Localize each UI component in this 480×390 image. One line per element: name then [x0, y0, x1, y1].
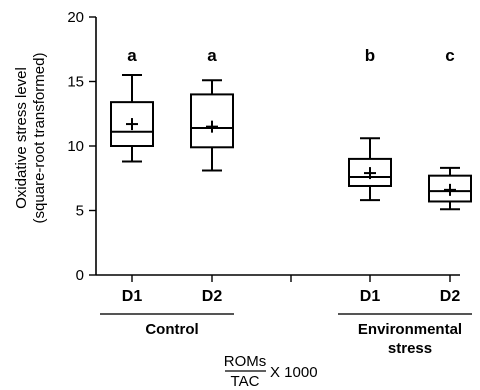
significance-letter: a	[127, 46, 137, 65]
y-tick-label: 10	[67, 138, 84, 155]
y-tick-label: 15	[67, 74, 84, 91]
box-d1-2	[348, 137, 392, 202]
significance-letter: b	[365, 46, 375, 65]
box-d2-3	[428, 166, 472, 211]
x-axis: D1 D2 D1 D2	[96, 274, 461, 305]
group-label: stress	[388, 340, 432, 357]
y-axis-label-line2: (square-root transformed)	[31, 53, 48, 224]
formula-multiplier: X 1000	[270, 364, 318, 381]
x-tick-label: D1	[360, 288, 381, 305]
formula-numerator: ROMs	[224, 353, 267, 370]
group-brackets: Control Environmental stress	[100, 313, 472, 357]
x-tick-label: D1	[122, 288, 143, 305]
y-tick-label: 0	[76, 267, 84, 284]
box-d1-0	[110, 74, 154, 163]
significance-letter: c	[445, 46, 454, 65]
significance-letter: a	[207, 46, 217, 65]
y-tick-label: 5	[76, 203, 84, 220]
box-d2-1	[190, 79, 234, 172]
y-axis-label-line1: Oxidative stress level	[13, 67, 30, 209]
group-label: Control	[145, 321, 198, 338]
x-tick-label: D2	[440, 288, 461, 305]
x-tick-label: D2	[202, 288, 223, 305]
formula-denominator: TAC	[231, 373, 260, 390]
formula: ROMs TAC X 1000	[224, 353, 318, 390]
boxes	[110, 74, 472, 211]
y-axis: 0 5 10 15 20	[67, 9, 97, 284]
group-label: Environmental	[358, 321, 462, 338]
y-tick-label: 20	[67, 9, 84, 26]
